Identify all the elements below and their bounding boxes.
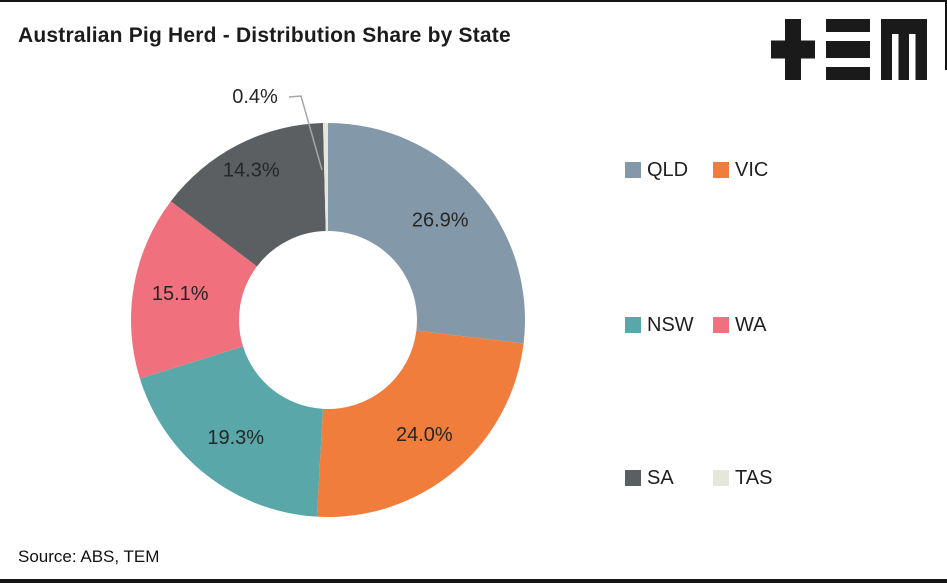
legend-row: NSW WA [625, 314, 767, 336]
legend-row: SA TAS [625, 467, 773, 489]
legend-item-tas: TAS [713, 467, 773, 489]
legend-label-vic: VIC [735, 159, 769, 181]
donut-chart: 26.9% 24.0% 19.3% 15.1% 14.3% 0.4% [131, 86, 525, 517]
legend-swatch-wa [713, 317, 729, 333]
data-label-wa: 15.1% [152, 283, 209, 305]
pie-slice-nsw [139, 346, 323, 517]
legend-item-qld: QLD [625, 159, 713, 181]
legend-swatch-vic [713, 162, 729, 178]
data-label-sa: 14.3% [223, 160, 280, 182]
legend-label-tas: TAS [735, 467, 773, 489]
frame-top-border [0, 0, 947, 2]
data-label-qld: 26.9% [412, 209, 469, 231]
legend-item-sa: SA [625, 467, 713, 489]
legend-swatch-sa [625, 470, 641, 486]
legend-label-qld: QLD [647, 159, 689, 181]
legend-row: QLD VIC [625, 159, 769, 181]
data-label-tas: 0.4% [232, 86, 278, 108]
pie-slice-vic [316, 330, 524, 517]
legend-swatch-qld [625, 162, 641, 178]
legend-item-vic: VIC [713, 159, 769, 181]
tem-logo [771, 19, 927, 80]
pie-slice-tas [323, 123, 328, 232]
legend-item-nsw: NSW [625, 314, 713, 336]
legend-label-wa: WA [735, 314, 767, 336]
tem-logo-glyphs [771, 19, 927, 80]
chart-title: Australian Pig Herd - Distribution Share… [18, 24, 511, 47]
data-label-vic: 24.0% [396, 424, 453, 446]
frame-bottom-border [0, 579, 947, 583]
legend-label-sa: SA [647, 467, 674, 489]
pie-slice-sa [170, 123, 326, 267]
source-note: Source: ABS, TEM [18, 547, 160, 566]
data-label-nsw: 19.3% [207, 427, 264, 449]
pie-slice-qld [328, 123, 525, 344]
legend-swatch-nsw [625, 317, 641, 333]
callout-leader-line [288, 95, 323, 171]
legend-swatch-tas [713, 470, 729, 486]
legend-item-wa: WA [713, 314, 767, 336]
legend-label-nsw: NSW [647, 314, 694, 336]
pie-slice-wa [131, 201, 257, 379]
frame-right-border-segment [945, 0, 947, 70]
